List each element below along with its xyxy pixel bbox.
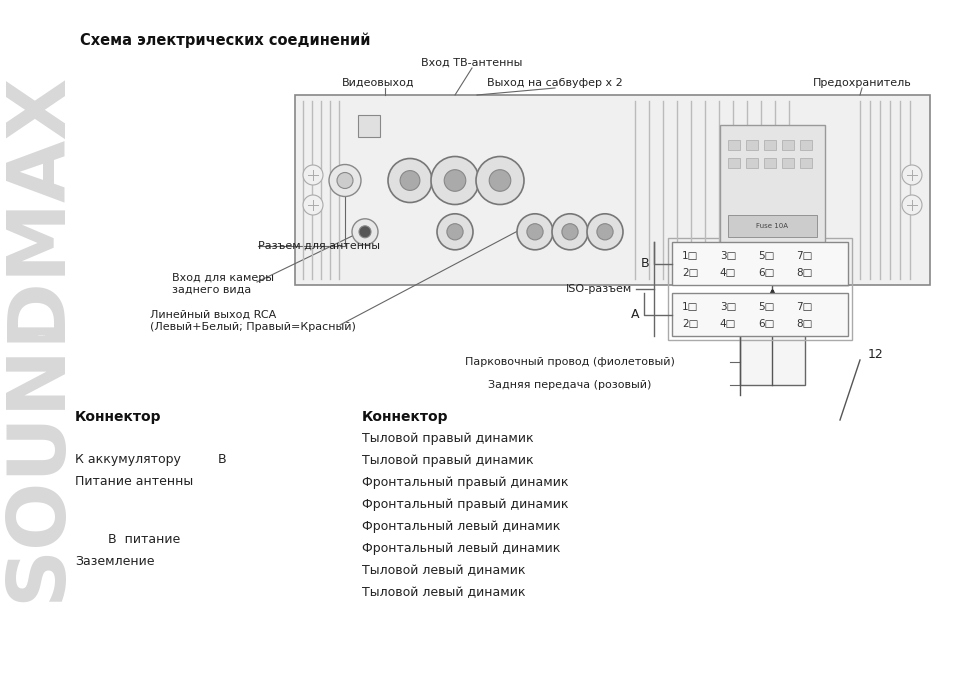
Text: B: B	[639, 257, 648, 270]
Text: 3□: 3□	[720, 302, 736, 312]
Text: A: A	[630, 308, 639, 321]
Text: Выход на сабвуфер х 2: Выход на сабвуфер х 2	[487, 78, 622, 88]
Circle shape	[901, 165, 921, 185]
Bar	[357, 115, 379, 137]
Circle shape	[436, 214, 473, 250]
Circle shape	[476, 157, 523, 205]
Text: Fuse 10A: Fuse 10A	[756, 223, 788, 229]
Circle shape	[446, 223, 462, 240]
Bar	[727, 158, 740, 168]
Text: Тыловой левый динамик: Тыловой левый динамик	[361, 564, 525, 577]
Bar	[727, 140, 740, 150]
Bar	[671, 293, 847, 336]
Text: Предохранитель: Предохранитель	[812, 78, 910, 88]
Text: 5□: 5□	[757, 302, 774, 312]
Text: Коннектор: Коннектор	[361, 410, 448, 424]
Circle shape	[399, 170, 419, 190]
Text: B: B	[218, 453, 227, 466]
Circle shape	[597, 223, 613, 240]
Text: 2□: 2□	[681, 319, 698, 329]
Circle shape	[336, 172, 353, 188]
Text: Задняя передача (розовый): Задняя передача (розовый)	[488, 380, 651, 390]
Text: Видеовыход: Видеовыход	[341, 78, 414, 88]
Circle shape	[388, 159, 432, 203]
Text: Разъем для антенны: Разъем для антенны	[257, 241, 379, 251]
Circle shape	[517, 214, 553, 250]
Text: Тыловой правый динамик: Тыловой правый динамик	[361, 432, 533, 445]
Text: SOUNDMAX: SOUNDMAX	[0, 71, 77, 602]
Text: 1□: 1□	[681, 302, 698, 312]
Text: SOUNDMAX: SOUNDMAX	[38, 335, 46, 336]
Text: Парковочный провод (фиолетовый): Парковочный провод (фиолетовый)	[464, 357, 674, 367]
Circle shape	[489, 170, 510, 191]
Circle shape	[303, 165, 323, 185]
Circle shape	[358, 226, 371, 238]
Text: 4□: 4□	[720, 268, 736, 278]
Text: 2□: 2□	[681, 268, 698, 278]
Bar	[720, 125, 824, 255]
Text: 8□: 8□	[795, 319, 811, 329]
Text: Схема электрических соединений: Схема электрических соединений	[80, 32, 370, 48]
Circle shape	[561, 223, 578, 240]
Text: Фронтальный правый динамик: Фронтальный правый динамик	[361, 498, 568, 511]
Text: 6□: 6□	[757, 319, 774, 329]
Bar	[781, 158, 793, 168]
Text: ISO-разъем: ISO-разъем	[565, 284, 631, 294]
Circle shape	[329, 164, 360, 197]
Text: 1□: 1□	[681, 251, 698, 260]
Text: 12: 12	[867, 349, 882, 361]
Bar	[781, 140, 793, 150]
Bar	[763, 158, 775, 168]
Text: 7□: 7□	[795, 251, 811, 260]
Circle shape	[552, 214, 587, 250]
Text: Фронтальный левый динамик: Фронтальный левый динамик	[361, 520, 559, 533]
Bar	[671, 242, 847, 285]
Text: Фронтальный правый динамик: Фронтальный правый динамик	[361, 476, 568, 489]
Text: Вход ТВ-антенны: Вход ТВ-антенны	[421, 58, 522, 68]
Bar	[745, 140, 758, 150]
Text: Вход для камеры
заднего вида: Вход для камеры заднего вида	[172, 273, 274, 295]
Text: Линейный выход RCA
(Левый+Белый; Правый=Красный): Линейный выход RCA (Левый+Белый; Правый=…	[150, 310, 355, 332]
Text: 4□: 4□	[720, 319, 736, 329]
Text: 6□: 6□	[757, 268, 774, 278]
Text: 8□: 8□	[795, 268, 811, 278]
Circle shape	[444, 170, 465, 191]
Bar	[740, 305, 804, 385]
Text: 5□: 5□	[757, 251, 774, 260]
Text: Коннектор: Коннектор	[75, 410, 161, 424]
Bar	[800, 140, 811, 150]
Circle shape	[431, 157, 478, 205]
Text: В  питание: В питание	[108, 533, 180, 546]
Circle shape	[586, 214, 622, 250]
Circle shape	[526, 223, 542, 240]
Bar	[800, 158, 811, 168]
Bar	[294, 95, 929, 285]
Text: Питание антенны: Питание антенны	[75, 475, 193, 488]
Text: Фронтальный левый динамик: Фронтальный левый динамик	[361, 542, 559, 555]
Circle shape	[901, 195, 921, 215]
Text: Заземление: Заземление	[75, 555, 154, 568]
Bar	[763, 140, 775, 150]
Bar	[667, 238, 851, 340]
Text: 3□: 3□	[720, 251, 736, 260]
Text: Тыловой правый динамик: Тыловой правый динамик	[361, 454, 533, 467]
Bar	[727, 215, 816, 237]
Text: Тыловой левый динамик: Тыловой левый динамик	[361, 586, 525, 599]
Text: К аккумулятору: К аккумулятору	[75, 453, 181, 466]
Text: 7□: 7□	[795, 302, 811, 312]
Circle shape	[352, 219, 377, 245]
Circle shape	[303, 195, 323, 215]
Bar	[745, 158, 758, 168]
